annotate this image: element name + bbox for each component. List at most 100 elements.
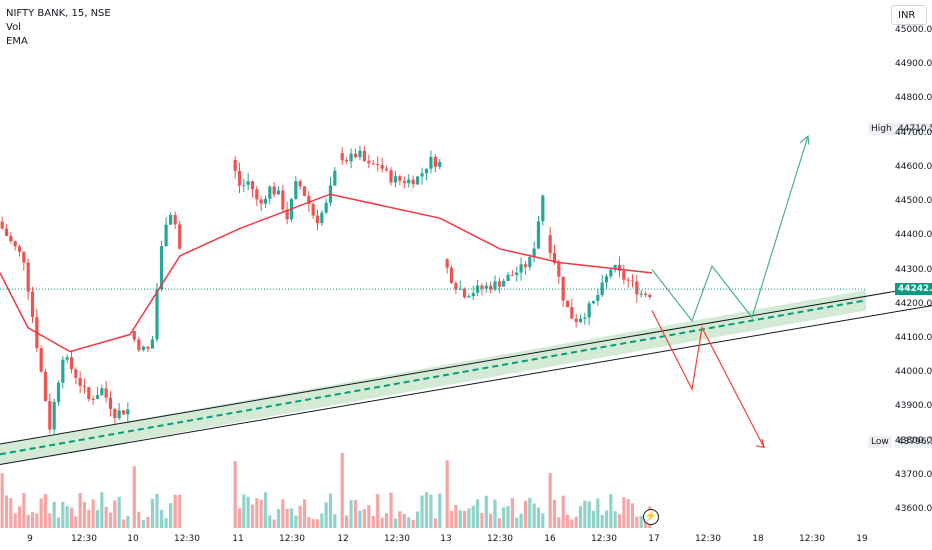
candle-body <box>108 397 113 410</box>
candle-body <box>4 228 9 236</box>
candle-body <box>489 285 493 290</box>
volume-bar <box>87 509 91 528</box>
candle-body <box>52 401 56 430</box>
lightning-icon[interactable]: ⚡ <box>643 509 659 525</box>
candle-body <box>630 280 635 282</box>
channel-fill <box>0 290 866 465</box>
time-tick-label: 12:30 <box>279 534 305 544</box>
volume-bar <box>358 510 362 528</box>
volume-bar <box>393 518 398 528</box>
channel-midline <box>0 299 867 456</box>
time-tick-label: 13 <box>440 534 452 544</box>
volume-bar <box>285 508 289 528</box>
candle-body <box>648 294 652 298</box>
volume-bar <box>528 497 532 528</box>
volume-bar <box>345 515 349 528</box>
time-tick-label: 11 <box>232 534 244 544</box>
symbol-title[interactable]: NIFTY BANK, 15, NSE <box>6 8 111 19</box>
ema-polyline <box>0 193 653 353</box>
candle-body <box>429 156 433 169</box>
currency-button[interactable]: INR <box>891 5 927 25</box>
volume-bar <box>117 496 121 528</box>
volume-indicator-label[interactable]: Vol <box>6 22 21 33</box>
candle-body <box>281 190 285 210</box>
candle-body <box>467 296 471 298</box>
volume-bar <box>445 460 449 528</box>
volume-bar <box>570 519 574 528</box>
volume-bar <box>506 506 510 528</box>
time-tick-label: 12:30 <box>174 534 200 544</box>
volume-bar <box>398 511 402 528</box>
volume-bar <box>169 503 173 528</box>
candle-body <box>484 285 488 289</box>
candle-body <box>242 184 246 186</box>
candle-body <box>87 387 91 399</box>
candle-body <box>380 164 384 169</box>
candle-body <box>617 264 622 271</box>
volume-bar <box>259 499 263 528</box>
volume-bar <box>609 494 613 528</box>
volume-bar <box>272 519 276 528</box>
candle-body <box>626 279 630 281</box>
price-tick-label: 44300.00 <box>895 264 932 275</box>
trend-channel[interactable] <box>0 284 932 466</box>
candle-body <box>367 160 371 164</box>
volume-bar <box>328 493 333 528</box>
ema-indicator-label[interactable]: EMA <box>6 36 28 47</box>
volume-bar <box>510 497 514 528</box>
price-tick-label: 44400.00 <box>895 230 932 241</box>
projection-lines[interactable] <box>651 134 810 449</box>
price-axis[interactable]: High 44710.55 Low 43796.75 44242.55 4500… <box>866 0 932 528</box>
volume-bar <box>600 515 604 528</box>
volume-bar <box>462 510 467 528</box>
volume-bar <box>289 508 294 528</box>
volume-bar <box>429 494 433 528</box>
candle-body <box>104 388 108 398</box>
volume-bar <box>324 502 328 528</box>
candle-body <box>137 339 141 351</box>
candle-body <box>324 202 328 213</box>
candle-body <box>502 280 506 287</box>
volume-bar <box>639 515 643 528</box>
projection-up-path <box>651 135 809 323</box>
volume-bar <box>532 503 536 528</box>
candle-body <box>121 410 126 415</box>
volume-bar <box>591 510 596 528</box>
candle-body <box>389 170 393 183</box>
time-axis[interactable]: 9 12:30 10 12:30 11 12:30 12 12:30 13 12:30 16 12:3… <box>0 528 868 550</box>
candle-body <box>574 318 578 323</box>
projection-down-path <box>651 310 765 448</box>
projection-down-arrowhead <box>755 438 765 449</box>
price-tick-label: 44800.00 <box>895 93 932 104</box>
price-tick-label: 44100.00 <box>895 332 932 343</box>
candle-body <box>353 153 358 158</box>
volume-bar <box>61 501 65 528</box>
price-tick-label: 45000.00 <box>895 25 932 35</box>
candle-body <box>0 221 4 229</box>
candle-body <box>519 264 523 273</box>
volume-bar <box>126 515 130 528</box>
volume-bar <box>82 502 87 528</box>
candle-body <box>69 357 74 370</box>
candle-body <box>276 190 281 195</box>
candle-body <box>506 274 510 281</box>
volume-bar <box>78 492 82 528</box>
volume-bar <box>574 516 578 528</box>
candle-body <box>302 186 307 196</box>
candle-body <box>259 199 263 204</box>
candle-body <box>91 398 95 400</box>
volume-bar <box>454 505 458 528</box>
candle-body <box>557 263 561 277</box>
volume-bar <box>56 517 61 528</box>
candle-body <box>497 281 501 287</box>
price-tick-label: 43900.00 <box>895 401 932 412</box>
candle-body <box>26 262 30 292</box>
volume-bar <box>480 512 484 528</box>
candle-body <box>407 179 411 184</box>
volume-bar <box>416 511 420 528</box>
low-label: Low <box>868 435 892 448</box>
ema-line <box>0 193 653 353</box>
volume-bar <box>26 514 30 528</box>
volume-bar <box>340 452 344 528</box>
